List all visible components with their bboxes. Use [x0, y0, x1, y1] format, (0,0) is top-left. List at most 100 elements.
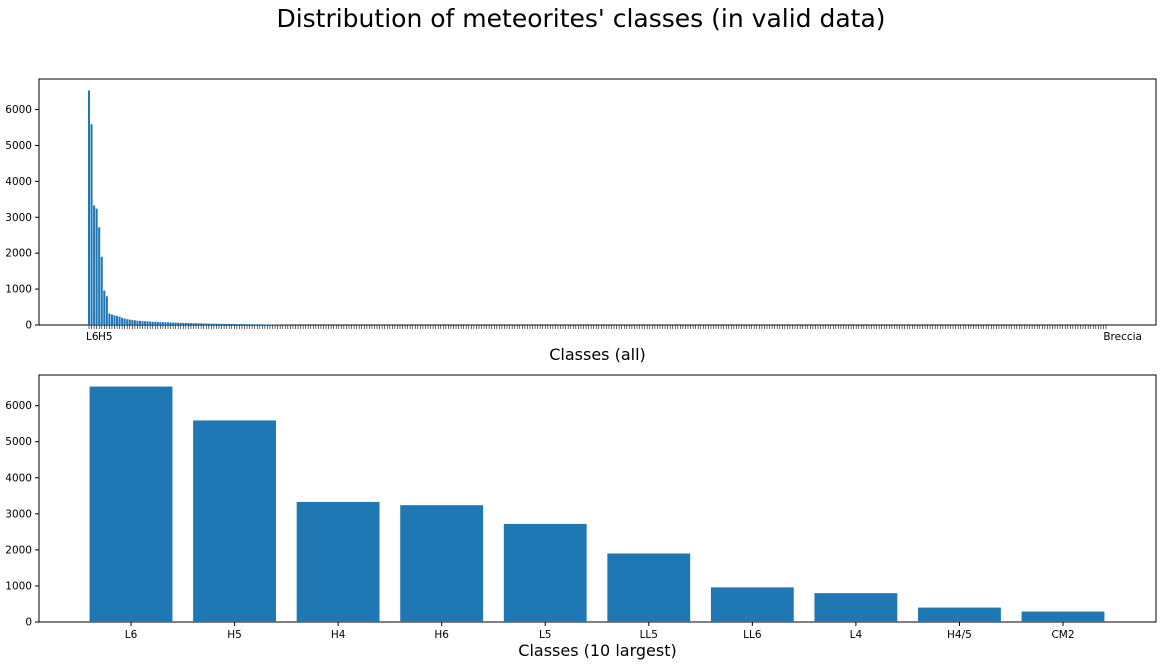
bar — [177, 322, 180, 325]
bar — [212, 323, 215, 325]
chart-top10-classes: 0 1000 2000 3000 4000 5000 6000 L6 H5 H4 H6 L5 LL5 LL… — [5, 374, 1157, 660]
x-tick-label: H4/5 — [947, 629, 972, 641]
bar — [187, 322, 190, 325]
bar — [105, 296, 108, 325]
x-tick-label: LL6 — [743, 629, 762, 641]
x-tick-label: H5 — [227, 629, 242, 641]
bar — [202, 323, 205, 325]
bar — [246, 324, 249, 325]
bar — [400, 505, 484, 622]
bar — [146, 321, 149, 325]
bar — [95, 208, 98, 325]
bar — [207, 323, 210, 325]
x-tick-label: LL5 — [640, 629, 658, 641]
y-tick-label: 4000 — [5, 472, 32, 484]
y-tick-label: 2000 — [5, 544, 32, 556]
bar — [256, 324, 259, 325]
bar — [174, 322, 177, 325]
bar — [179, 322, 182, 325]
x-tick-label: L5 — [539, 629, 552, 641]
bar — [296, 501, 380, 622]
bar — [266, 324, 269, 325]
bar — [133, 320, 136, 325]
bar — [184, 322, 187, 325]
bar — [123, 318, 126, 325]
bar — [110, 314, 113, 325]
bar — [98, 227, 101, 325]
bar — [144, 321, 147, 325]
figure-title: Distribution of meteorites' classes (in … — [276, 4, 886, 33]
y-tick-label: 0 — [25, 617, 32, 629]
bar — [166, 322, 170, 325]
bar — [141, 321, 144, 325]
bar — [205, 323, 208, 325]
bar — [138, 320, 141, 325]
bar — [161, 322, 164, 325]
bar — [169, 322, 172, 325]
bar — [243, 324, 246, 325]
bar — [151, 321, 154, 325]
x-tick-label: H5 — [98, 331, 113, 343]
bar — [261, 324, 264, 325]
bar — [1021, 611, 1105, 622]
bar — [258, 324, 261, 325]
y-tick-label: 2000 — [5, 248, 32, 260]
bar — [238, 324, 241, 325]
bar — [89, 386, 173, 622]
bar — [210, 323, 213, 325]
bar — [90, 124, 93, 325]
bar — [164, 322, 167, 325]
bar — [223, 323, 226, 325]
bar — [93, 205, 96, 325]
bar — [128, 319, 131, 325]
bar — [195, 323, 198, 325]
y-tick-label: 6000 — [5, 104, 32, 116]
bar — [197, 323, 200, 325]
bar — [159, 322, 162, 325]
y-tick-label: 1000 — [5, 284, 32, 296]
bar — [172, 322, 175, 325]
bar — [193, 420, 276, 622]
x-tick-label: L4 — [850, 629, 863, 641]
y-tick-label: 5000 — [5, 436, 32, 448]
bar — [121, 317, 124, 325]
y-tick-label: 3000 — [5, 212, 32, 224]
chart-all-classes: 0 1000 2000 3000 4000 5000 6000 L6 H5 Breccia Clas… — [5, 78, 1157, 364]
bar — [87, 90, 91, 325]
y-tick-label: 4000 — [5, 176, 32, 188]
bar — [116, 316, 119, 325]
bar — [248, 324, 251, 325]
y-tick-label: 0 — [25, 320, 32, 332]
bar — [240, 324, 243, 325]
y-tick-label: 6000 — [5, 400, 32, 412]
bar — [103, 290, 106, 325]
bar — [100, 256, 103, 325]
x-axis-label: Classes (all) — [549, 345, 646, 364]
x-tick-label: H4 — [331, 629, 346, 641]
bar — [710, 587, 794, 622]
bar — [118, 316, 121, 325]
x-tick-label: CM2 — [1051, 629, 1074, 641]
bar — [200, 323, 203, 325]
bar — [189, 323, 192, 325]
bar — [230, 323, 233, 325]
bar — [235, 324, 238, 325]
bar — [233, 324, 236, 325]
bar — [225, 323, 228, 325]
y-tick-label: 3000 — [5, 508, 32, 520]
bar — [251, 324, 254, 325]
x-tick-label: L6 — [86, 331, 99, 343]
bar — [503, 523, 587, 622]
x-tick-label: Breccia — [1103, 331, 1142, 343]
bar — [126, 319, 129, 325]
bar — [217, 323, 221, 325]
bar — [228, 323, 231, 325]
bar — [215, 323, 218, 325]
y-tick-label: 1000 — [5, 580, 32, 592]
bar — [814, 593, 898, 622]
bar — [131, 319, 134, 325]
bar — [108, 313, 111, 325]
x-axis-label: Classes (10 largest) — [518, 641, 676, 660]
axes-frame — [38, 78, 1157, 326]
bar — [113, 315, 116, 325]
